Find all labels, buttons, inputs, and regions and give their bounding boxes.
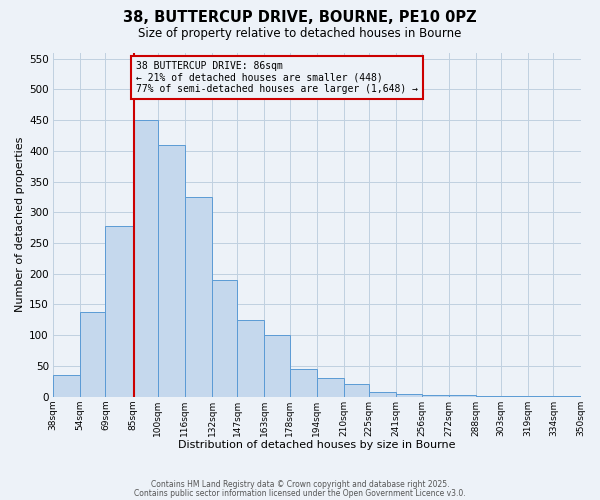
Text: Size of property relative to detached houses in Bourne: Size of property relative to detached ho… <box>139 28 461 40</box>
Bar <box>344 384 369 396</box>
Bar <box>369 392 396 396</box>
Text: Contains public sector information licensed under the Open Government Licence v3: Contains public sector information licen… <box>134 488 466 498</box>
Bar <box>185 197 212 396</box>
Bar <box>422 395 449 396</box>
Bar <box>158 144 185 396</box>
Bar <box>53 375 80 396</box>
Y-axis label: Number of detached properties: Number of detached properties <box>15 137 25 312</box>
Bar <box>317 378 344 396</box>
Bar <box>133 120 158 396</box>
Bar <box>212 280 238 396</box>
Text: 38 BUTTERCUP DRIVE: 86sqm
← 21% of detached houses are smaller (448)
77% of semi: 38 BUTTERCUP DRIVE: 86sqm ← 21% of detac… <box>136 61 418 94</box>
Bar <box>265 335 290 396</box>
Bar <box>106 226 133 396</box>
Bar <box>238 320 265 396</box>
Bar <box>396 394 422 396</box>
X-axis label: Distribution of detached houses by size in Bourne: Distribution of detached houses by size … <box>178 440 455 450</box>
Bar <box>80 312 106 396</box>
Text: Contains HM Land Registry data © Crown copyright and database right 2025.: Contains HM Land Registry data © Crown c… <box>151 480 449 489</box>
Text: 38, BUTTERCUP DRIVE, BOURNE, PE10 0PZ: 38, BUTTERCUP DRIVE, BOURNE, PE10 0PZ <box>123 10 477 25</box>
Bar <box>290 369 317 396</box>
